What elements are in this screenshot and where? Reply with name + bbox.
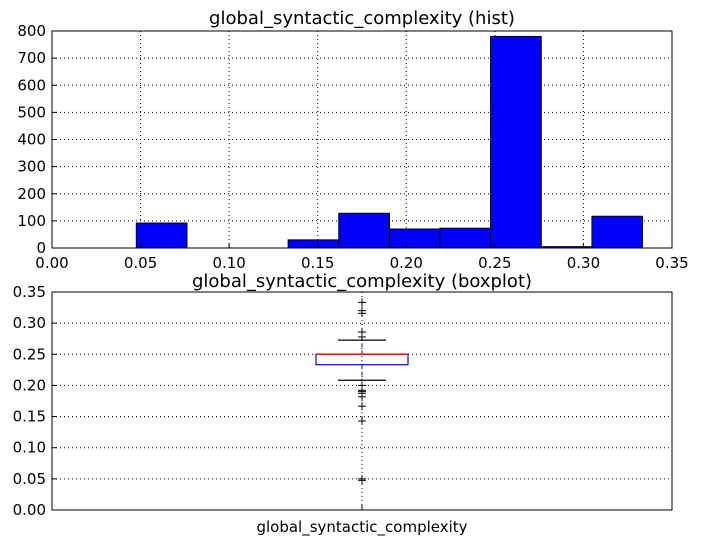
hist-y-tick-label: 0 [36,239,46,257]
hist-y-tick-label: 100 [17,212,46,230]
box-outlier [358,381,366,390]
histogram-bars [135,35,643,249]
hist-x-tick-label: 0.00 [35,254,68,272]
boxplot-title: global_syntactic_complexity (boxplot) [192,271,532,292]
box-y-tick-label: 0.25 [13,345,46,363]
box-y-tick-label: 0.35 [13,283,46,301]
box-outlier [358,328,366,337]
boxplot-ticks: 0.00 0.05 0.10 0.15 0.20 0.25 0.30 0.35 [13,283,363,519]
box-iqr [315,353,409,366]
box-y-tick-label: 0.10 [13,439,46,457]
histogram-bar [338,212,390,249]
histogram-bar [490,35,542,249]
boxplot-category-label: global_syntactic_complexity [256,518,467,537]
histogram-ticks: 0.00 0.05 0.10 0.15 0.20 0.25 0.30 0.35 0 100 200 3… [17,22,688,272]
box-outlier [358,298,366,307]
hist-y-tick-label: 200 [17,185,46,203]
hist-x-tick-label: 0.05 [124,254,157,272]
box-outlier [358,306,366,315]
hist-x-tick-label: 0.30 [567,254,600,272]
histogram-title: global_syntactic_complexity (hist) [209,8,515,29]
hist-y-tick-label: 500 [17,103,46,121]
boxplot-marks [315,298,409,485]
hist-x-tick-label: 0.15 [301,254,334,272]
hist-y-tick-label: 300 [17,158,46,176]
box-y-tick-label: 0.20 [13,376,46,394]
box-y-tick-label: 0.05 [13,470,46,488]
histogram-bar [388,228,441,249]
boxplot-panel: global_syntactic_complexity (boxplot) 0.… [13,271,673,537]
hist-y-tick-label: 800 [17,22,46,40]
box-y-tick-label: 0.00 [13,501,46,519]
hist-x-tick-label: 0.10 [212,254,245,272]
hist-x-tick-label: 0.25 [478,254,511,272]
box-y-tick-label: 0.30 [13,314,46,332]
histogram-bar [591,215,643,249]
hist-x-tick-label: 0.35 [655,254,688,272]
hist-x-tick-label: 0.20 [390,254,423,272]
hist-y-tick-label: 600 [17,76,46,94]
box-outlier [358,402,366,411]
hist-y-tick-label: 700 [17,49,46,67]
histogram-panel: global_syntactic_complexity (hist) 0.00 0… [17,8,688,272]
histogram-bar [135,222,188,249]
histogram-bar [287,239,340,249]
hist-y-tick-label: 400 [17,131,46,149]
histogram-bar [439,227,492,249]
box-outlier [358,474,366,483]
box-outlier [358,416,366,425]
box-y-tick-label: 0.15 [13,408,46,426]
